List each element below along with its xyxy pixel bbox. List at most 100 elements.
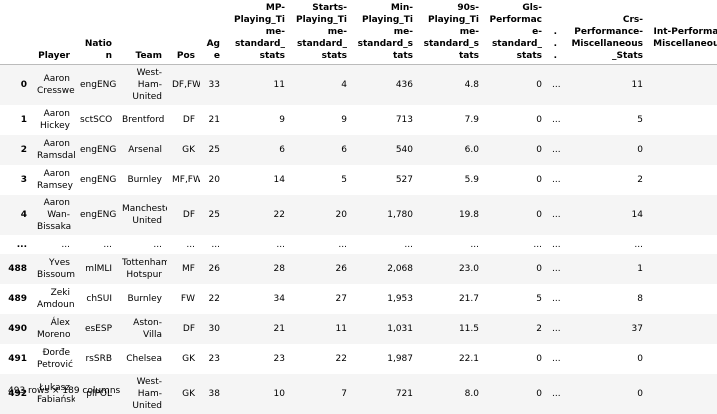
cell: 527 [352,165,418,195]
column-header: Min-Playing_Time-standard_stats [352,0,418,65]
cell [648,374,717,414]
cell: Burnley [117,284,167,314]
cell: ... [547,235,562,254]
cell: 14 [225,165,290,195]
cell: 22 [200,284,225,314]
cell: Chelsea [117,344,167,374]
cell: 8.0 [418,374,484,414]
cell: ... [547,374,562,414]
cell: 9 [225,105,290,135]
row: ....................................... [0,235,717,254]
cell: ... [117,235,167,254]
cell [648,135,717,165]
cell: 540 [352,135,418,165]
cell: 37 [562,314,648,344]
cell: ... [562,235,648,254]
cell: 2 [484,314,547,344]
cell: 21 [200,105,225,135]
cell: 9 [290,105,352,135]
cell: 34 [225,284,290,314]
cell: 7.9 [418,105,484,135]
cell: ... [547,254,562,284]
cell: esESP [75,314,117,344]
cell: engENG [75,65,117,106]
cell: chSUI [75,284,117,314]
cell: ... [547,165,562,195]
row-index: 2 [0,135,32,165]
cell: mlMLI [75,254,117,284]
row-index: 489 [0,284,32,314]
row-index: 491 [0,344,32,374]
cell: engENG [75,195,117,235]
cell: 6.0 [418,135,484,165]
cell: Arsenal [117,135,167,165]
cell: GK [167,344,200,374]
cell: 5 [290,165,352,195]
column-header: ... [547,0,562,65]
cell: GK [167,374,200,414]
cell: 1,987 [352,344,418,374]
cell: 713 [352,105,418,135]
cell: 25 [200,195,225,235]
cell: Yves Bissouma [32,254,75,284]
cell [648,105,717,135]
cell: Aston-Villa [117,314,167,344]
cell: sctSCO [75,105,117,135]
cell: ... [167,235,200,254]
cell: 14 [562,195,648,235]
cell: 26 [200,254,225,284]
cell: 25 [200,135,225,165]
cell: Aaron Ramsdale [32,135,75,165]
cell: West-Ham-United [117,65,167,106]
cell: 11 [562,65,648,106]
column-header: Int-Performance-Miscellaneous_Stats [648,0,717,65]
cell: 0 [562,374,648,414]
cell: Álex Moreno [32,314,75,344]
column-header: Nation [75,0,117,65]
cell: 1,031 [352,314,418,344]
cell: ... [225,235,290,254]
cell: 4.8 [418,65,484,106]
cell: engENG [75,135,117,165]
cell: GK [167,135,200,165]
cell: Zeki Amdouni [32,284,75,314]
cell: 1,780 [352,195,418,235]
column-header: Crs-Performance-Miscellaneous_Stats [562,0,648,65]
cell: 28 [225,254,290,284]
cell: ... [484,235,547,254]
cell: 721 [352,374,418,414]
cell: 27 [290,284,352,314]
cell: rsSRB [75,344,117,374]
cell: 38 [200,374,225,414]
cell: 2,068 [352,254,418,284]
cell: MF,FW [167,165,200,195]
cell: Aaron Cresswell [32,65,75,106]
cell: 19.8 [418,195,484,235]
cell: ... [547,195,562,235]
row-index: 4 [0,195,32,235]
row-index: 1 [0,105,32,135]
cell: ... [75,235,117,254]
cell: Brentford [117,105,167,135]
column-header: Starts-Playing_Time-standard_stats [290,0,352,65]
cell: ... [200,235,225,254]
cell: 0 [484,374,547,414]
cell: West-Ham-United [117,374,167,414]
cell: FW [167,284,200,314]
column-header: Age [200,0,225,65]
cell: 0 [562,135,648,165]
cell: 20 [200,165,225,195]
cell: DF [167,195,200,235]
cell: 5 [562,105,648,135]
cell [648,314,717,344]
cell: 0 [484,105,547,135]
